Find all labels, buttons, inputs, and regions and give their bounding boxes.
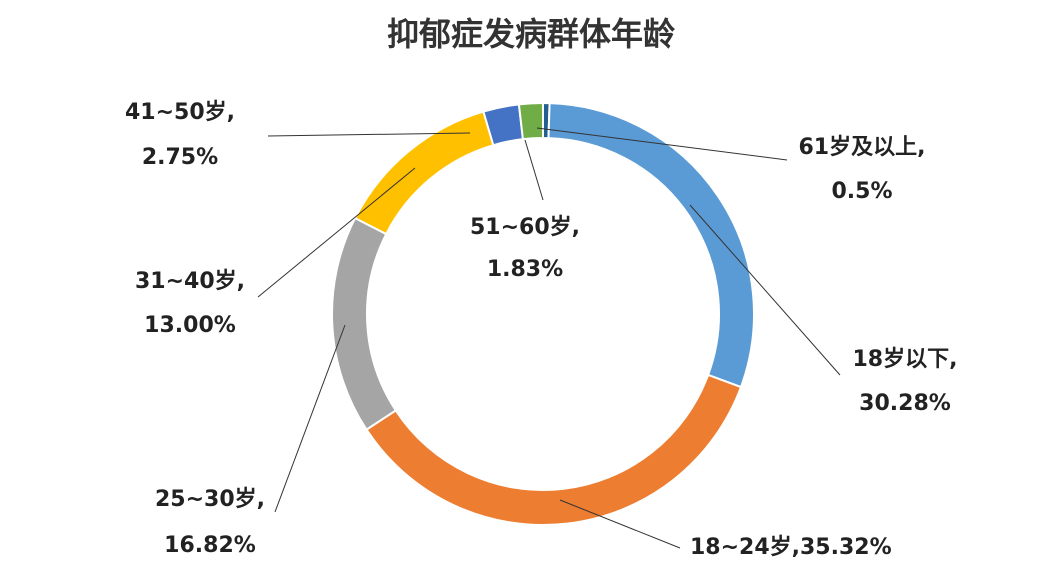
value-label: 35.32%: [800, 535, 892, 560]
chart-title: 抑郁症发病群体年龄: [387, 15, 675, 53]
category-label: 25~30岁,: [155, 486, 265, 512]
value-label: 16.82%: [164, 533, 256, 558]
category-label: 51~60岁,: [470, 214, 580, 240]
value-label: 0.5%: [831, 179, 892, 204]
leader-line: [524, 139, 544, 201]
category-label: 31~40岁,: [135, 268, 245, 294]
value-label: 2.75%: [142, 145, 218, 170]
donut-slice: [547, 102, 755, 389]
leader-line: [559, 499, 681, 549]
donut-slice: [331, 216, 398, 431]
leader-line: [257, 167, 416, 298]
category-label: 41~50岁,: [125, 99, 235, 125]
category-label: 61岁及以上,: [799, 134, 926, 160]
leader-line: [267, 132, 471, 137]
leader-line: [274, 324, 346, 513]
donut-slice: [365, 373, 743, 526]
category-label: 18岁以下,: [853, 346, 958, 372]
value-label: 30.28%: [859, 391, 951, 416]
leader-line: [689, 204, 841, 376]
value-label: 13.00%: [144, 313, 236, 338]
category-label: 18~24岁,: [690, 534, 800, 560]
donut-slice: [517, 101, 544, 141]
value-label: 1.83%: [487, 257, 563, 282]
leader-line: [536, 127, 788, 161]
